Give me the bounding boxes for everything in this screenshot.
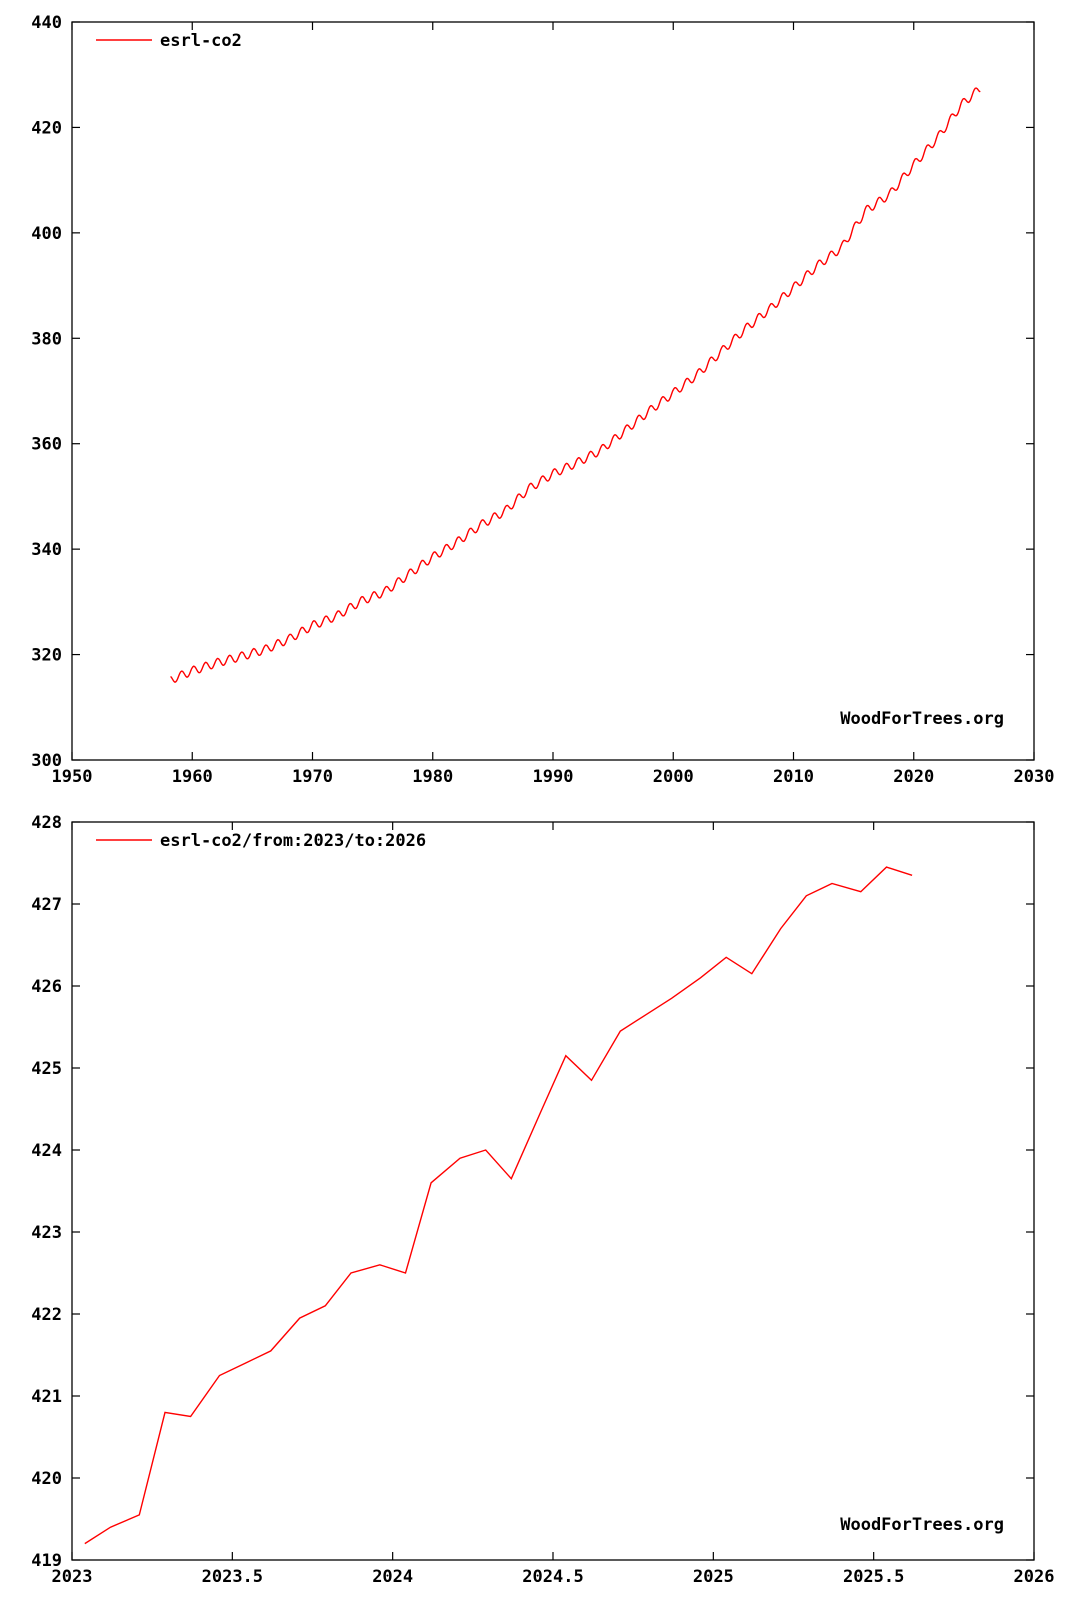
legend: esrl-co2/from:2023/to:2026: [96, 831, 426, 851]
plot-frame: [71, 821, 1035, 1561]
y-tick-label: 428: [31, 813, 62, 833]
legend-label: esrl-co2: [160, 31, 242, 51]
chart-top: 1950 1960 1970 1980 1990 2000 2010 2020 2030 300 3…: [31, 13, 1054, 787]
y-tick-label: 340: [31, 540, 62, 560]
x-tick-label: 2020: [893, 767, 934, 787]
y-tick-label: 320: [31, 646, 62, 666]
axes: 1950 1960 1970 1980 1990 2000 2010 2020 2030 300 3…: [31, 13, 1054, 787]
y-tick-label: 300: [31, 751, 62, 771]
x-tick-label: 2030: [1014, 767, 1055, 787]
x-tick-label: 2026: [1014, 1567, 1055, 1587]
x-tick-label: 2024: [372, 1567, 413, 1587]
chart-bottom: 2023 2023.5 2024 2024.5 2025 2025.5 2026 419 420…: [31, 813, 1054, 1587]
y-tick-label: 426: [31, 977, 62, 997]
y-tick-label: 360: [31, 435, 62, 455]
series-line: [84, 866, 913, 1545]
series-line: [170, 87, 981, 683]
series-layer: [84, 866, 913, 1545]
y-tick-label: 423: [31, 1223, 62, 1243]
x-tick-label: 1980: [412, 767, 453, 787]
x-tick-label: 2025.5: [843, 1567, 904, 1587]
x-tick-label: 1960: [172, 767, 213, 787]
x-tick-label: 1970: [292, 767, 333, 787]
x-tick-label: 2023: [52, 1567, 93, 1587]
y-tick-label: 400: [31, 224, 62, 244]
y-tick-label: 425: [31, 1059, 62, 1079]
legend: esrl-co2: [96, 31, 242, 51]
y-tick-label: 422: [31, 1305, 62, 1325]
x-tick-label: 2025: [693, 1567, 734, 1587]
x-tick-label: 1990: [533, 767, 574, 787]
x-tick-label: 2010: [773, 767, 814, 787]
axes: 2023 2023.5 2024 2024.5 2025 2025.5 2026 419 420…: [31, 813, 1054, 1587]
series-layer: [170, 87, 981, 683]
plot-frame: [71, 21, 1035, 761]
x-tick-label: 2024.5: [522, 1567, 583, 1587]
x-tick-label: 2023.5: [202, 1567, 263, 1587]
x-tick-label: 2000: [653, 767, 694, 787]
legend-label: esrl-co2/from:2023/to:2026: [160, 831, 426, 851]
watermark: WoodForTrees.org: [840, 1515, 1004, 1535]
y-tick-label: 424: [31, 1141, 62, 1161]
y-tick-label: 420: [31, 118, 62, 138]
watermark: WoodForTrees.org: [840, 709, 1004, 729]
x-tick-label: 1950: [52, 767, 93, 787]
y-tick-label: 427: [31, 895, 62, 915]
y-tick-label: 420: [31, 1469, 62, 1489]
y-tick-label: 419: [31, 1551, 62, 1571]
y-tick-label: 380: [31, 329, 62, 349]
y-tick-label: 421: [31, 1387, 62, 1407]
y-tick-label: 440: [31, 13, 62, 33]
